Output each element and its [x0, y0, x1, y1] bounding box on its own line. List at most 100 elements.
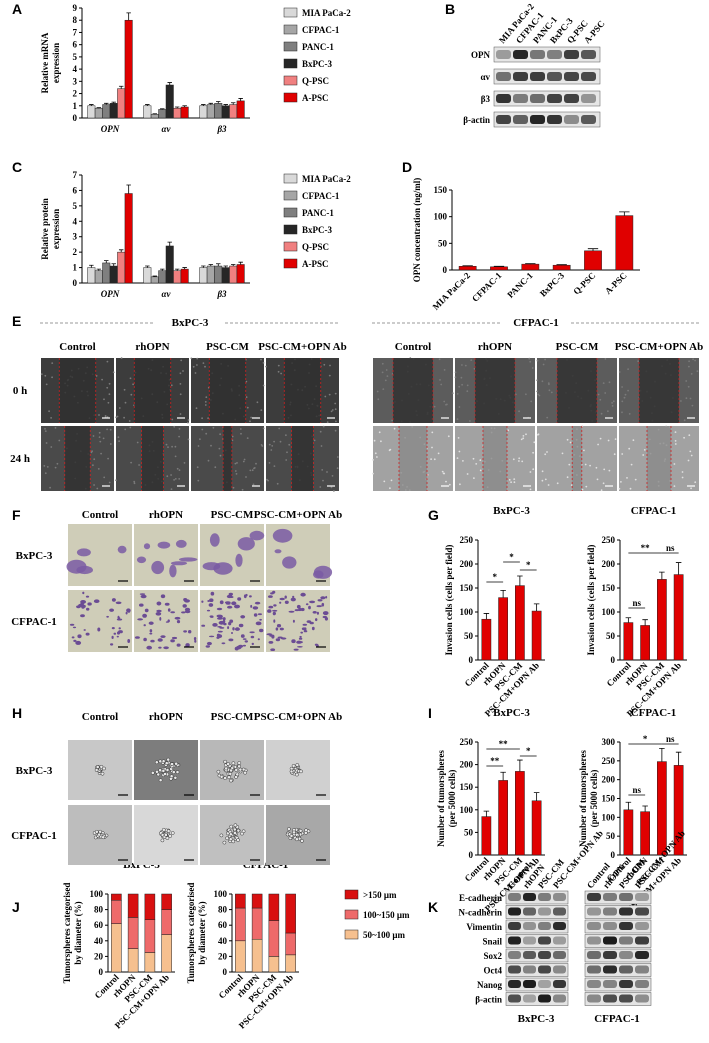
error-bar	[118, 85, 124, 89]
error-bar	[238, 261, 243, 265]
invaded-cells	[257, 638, 260, 641]
cell-texture	[566, 438, 569, 441]
cell-texture	[525, 393, 527, 396]
invaded-cells	[160, 594, 166, 599]
cell-texture	[56, 462, 59, 465]
x-tick-label: BxPC-3	[538, 270, 567, 299]
invaded-cells	[291, 639, 296, 644]
bar	[584, 250, 602, 271]
group-label: BxPC-3	[172, 317, 209, 329]
cell-texture	[681, 471, 684, 473]
cell-texture	[546, 416, 549, 419]
cell-texture	[50, 417, 52, 419]
cell-texture	[529, 488, 532, 491]
blot-band	[508, 922, 521, 930]
tumorsphere-cell	[216, 769, 221, 774]
blot-band	[581, 94, 596, 103]
cell-texture	[207, 459, 210, 462]
cell-texture	[219, 433, 222, 436]
chart-title: BxPC-3	[493, 505, 530, 517]
bar	[111, 923, 122, 973]
blot-band	[619, 907, 633, 916]
cell-texture	[546, 451, 548, 453]
error-bar	[223, 104, 228, 106]
invaded-cells	[317, 599, 323, 602]
cell-texture	[604, 358, 607, 360]
cell-texture	[40, 373, 43, 375]
invaded-cells	[322, 611, 329, 616]
cell-texture	[513, 481, 516, 484]
blot-band	[635, 965, 649, 974]
wound-gap	[141, 426, 164, 491]
cell-texture	[192, 365, 195, 368]
cell-texture	[683, 436, 685, 439]
invaded-cells	[163, 646, 169, 650]
cell-texture	[48, 410, 50, 413]
cell-texture	[273, 440, 275, 443]
cell-texture	[626, 477, 628, 479]
error-bar	[145, 104, 150, 106]
cell-texture	[547, 484, 550, 486]
y-axis-label: Relative mRNA	[40, 32, 50, 93]
blot-band	[513, 115, 528, 124]
invaded-cells	[82, 591, 85, 595]
cell-texture	[443, 400, 446, 403]
cell-texture	[627, 368, 629, 370]
invaded-cells	[242, 638, 247, 640]
invaded-cells	[228, 621, 232, 626]
invaded-cells	[272, 609, 278, 612]
tumorsphere-cell	[229, 778, 233, 783]
bar	[111, 899, 122, 924]
bar	[251, 938, 263, 973]
cell-texture	[620, 481, 622, 483]
legend-swatch	[283, 24, 298, 35]
blot-strip	[584, 890, 652, 905]
y-tick-label: 40	[94, 936, 104, 946]
invaded-cells	[149, 632, 153, 635]
cell-texture	[541, 470, 544, 473]
invaded-cells	[164, 602, 170, 606]
error-bar	[182, 105, 187, 107]
tumorsphere-cell	[166, 757, 171, 762]
legend-label: PANC-1	[302, 42, 334, 52]
tumorsphere-cell	[161, 827, 166, 832]
invaded-cells	[117, 631, 120, 635]
tumorsphere-cell	[229, 824, 234, 829]
bar	[150, 276, 159, 284]
row-label: Vimentin	[466, 922, 502, 932]
invaded-cells	[109, 608, 114, 612]
invaded-cells	[316, 605, 322, 608]
invaded-cells	[279, 601, 282, 604]
blot-band	[587, 994, 601, 1003]
invaded-cells	[127, 639, 131, 643]
cell-texture	[461, 383, 463, 386]
cell-texture	[321, 469, 324, 471]
panel-letter: G	[428, 507, 439, 523]
blot-band	[513, 50, 528, 59]
column-label: Control	[82, 509, 118, 521]
blot-band	[513, 94, 528, 103]
error-bar	[675, 562, 682, 575]
cell-texture	[681, 476, 684, 479]
blot-band	[553, 980, 566, 988]
invaded-cells	[250, 604, 253, 608]
wound-gap	[291, 426, 314, 491]
cell-texture	[628, 413, 631, 415]
tumorsphere-cell	[95, 765, 100, 769]
invaded-cells	[221, 642, 226, 645]
bar	[235, 940, 246, 973]
column-label: PSC-CM	[206, 341, 249, 353]
invaded-cells	[106, 615, 109, 618]
invaded-cells	[170, 561, 188, 566]
cell-texture	[235, 473, 238, 475]
y-tick-label: 3	[73, 232, 78, 242]
cell-texture	[443, 472, 446, 475]
bar	[268, 920, 280, 957]
cell-texture	[197, 445, 200, 447]
cell-texture	[530, 400, 533, 403]
cell-texture	[522, 435, 525, 437]
cell-texture	[112, 371, 115, 374]
cell-texture	[197, 479, 200, 482]
invaded-cells	[254, 601, 261, 605]
error-bar	[659, 571, 665, 580]
